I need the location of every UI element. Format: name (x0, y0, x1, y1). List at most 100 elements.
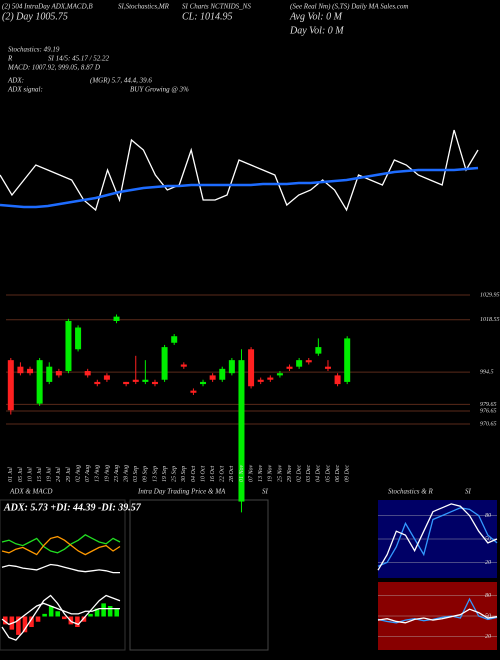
histogram-bar (94, 608, 100, 617)
y-tick-label: 970.65 (480, 421, 497, 427)
panel-title: Intra Day Trading Price & MA (137, 488, 226, 496)
series-line (0, 166, 479, 209)
candle-body (296, 360, 303, 367)
x-tick-label: 30 Sep (181, 466, 187, 483)
x-tick-label: 16 Oct (210, 466, 216, 482)
x-tick-label: 01 Nov (239, 464, 245, 482)
candle-body (238, 360, 245, 502)
panel-title: Stochastics & R (388, 488, 433, 496)
y-tick-label: 976.65 (480, 408, 497, 414)
header-text: (See Real Nm) (S,TS) Daily MA Sales.com (290, 3, 408, 11)
x-tick-label: 13 Aug (95, 465, 101, 482)
candle-body (267, 377, 274, 380)
series-line (0, 129, 479, 212)
series-line (377, 503, 498, 571)
series-line (1, 563, 120, 574)
x-tick-label: 29 Nov (287, 464, 293, 482)
stat-text: Stochastics: 49.19 (8, 46, 60, 54)
candle-body (248, 349, 255, 387)
x-tick-label: 03 Sep (133, 466, 139, 482)
candle-body (132, 379, 139, 382)
x-tick-label: 05 Jul (18, 467, 24, 482)
candle-body (55, 371, 62, 376)
header-text: Day Vol: 0 M (289, 25, 344, 36)
x-tick-label: 19 Aug (104, 465, 110, 482)
x-tick-label: 24 Jul (55, 467, 62, 482)
x-tick-label: 04 Oct (190, 466, 197, 482)
candle-body (113, 316, 120, 321)
y-tick-label: 20 (485, 560, 491, 566)
panel-title: ADX & MACD (9, 488, 52, 496)
histogram-bar (75, 616, 80, 627)
candle-body (103, 375, 110, 380)
candle-body (65, 320, 72, 372)
candle-body (46, 366, 53, 382)
candle-body (276, 373, 283, 376)
panel-subtitle: SI (262, 488, 269, 496)
stat-text: ADX: (7, 77, 24, 85)
x-tick-label: 09 Sep (143, 466, 149, 482)
candle-body (94, 381, 101, 385)
y-tick-label: 20 (485, 634, 491, 640)
y-tick-label: 1018.55 (480, 317, 500, 323)
series-line (1, 534, 121, 554)
x-tick-label: 13 Nov (258, 464, 264, 482)
x-tick-label: 29 Jul (66, 467, 72, 482)
x-tick-label: 23 Aug (114, 465, 120, 482)
panel-subtitle: ADX: 5.73 +DI: 44.39 -DI: 39.57 (3, 502, 142, 513)
candle-body (161, 347, 168, 380)
x-tick-label: 19 Nov (268, 464, 274, 482)
x-tick-label: 03 Dec (306, 465, 312, 482)
x-tick-label: 02 Dec (297, 465, 303, 482)
x-tick-label: 04 Dec (315, 465, 322, 482)
candle-body (305, 360, 312, 363)
histogram-bar (29, 616, 34, 627)
series-line (1, 594, 121, 641)
candle-body (17, 366, 24, 374)
y-tick-label: 80 (485, 593, 491, 599)
header-text: CL: 1014.95 (182, 11, 233, 22)
histogram-bar (42, 613, 47, 617)
candle-body (200, 381, 207, 385)
candle-body (36, 360, 43, 404)
candle-body (257, 379, 264, 382)
candle-body (84, 371, 91, 376)
candle-body (209, 375, 216, 380)
candle-body (7, 360, 14, 411)
x-tick-label: 19 Jul (47, 467, 53, 482)
x-tick-label: 10 Jul (27, 467, 33, 482)
histogram-bar (35, 616, 41, 622)
stat-text: BUY Growing @ 3% (130, 86, 189, 94)
stat-text: MACD: 1007.92, 999.05, 8.87 D (7, 64, 100, 72)
x-tick-label: 28 Oct (229, 466, 235, 482)
y-tick-label: 50 (485, 536, 491, 542)
histogram-bar (62, 616, 67, 620)
candle-body (142, 379, 149, 382)
candle-body (315, 347, 322, 354)
y-tick-label: 50 (485, 613, 491, 619)
histogram-bar (22, 616, 28, 633)
candle-body (219, 368, 226, 380)
stat-text: ADX signal: (7, 86, 43, 94)
histogram-bar (101, 603, 106, 617)
candle-body (228, 360, 235, 374)
histogram-bar (81, 616, 87, 622)
series-line (377, 608, 498, 624)
x-tick-label: 13 Sep (152, 466, 158, 482)
x-tick-label: 25 Sep (172, 466, 178, 482)
series-line (1, 535, 121, 556)
histogram-bar (3, 616, 8, 625)
series-line (377, 597, 498, 624)
x-tick-label: 06 Dec (335, 465, 341, 482)
stat-text: (MGR) 5.7, 44.4, 39.6 (90, 77, 152, 85)
x-tick-label: 07 Aug (85, 465, 91, 482)
header-text: SI,Stochastics,MR (118, 3, 170, 11)
histogram-bar (114, 608, 119, 617)
candle-body (75, 327, 82, 350)
x-tick-label: 07 Nov (248, 464, 254, 482)
y-tick-label: 979.65 (480, 402, 497, 408)
candle-body (180, 364, 187, 367)
x-tick-label: 02 Aug (75, 465, 81, 482)
candle-body (123, 381, 130, 385)
